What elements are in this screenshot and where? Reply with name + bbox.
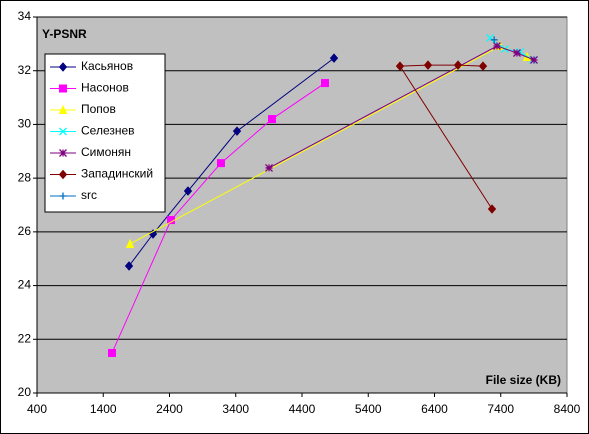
x-tick-label: 6400 [421, 402, 448, 416]
marker [487, 204, 497, 214]
marker [423, 60, 433, 70]
y-tick-label: 30 [18, 117, 32, 131]
marker [395, 61, 405, 71]
y-tick-label: 20 [18, 385, 32, 399]
marker [478, 61, 488, 71]
marker [59, 84, 67, 93]
y-tick-label: 22 [18, 331, 32, 345]
legend-label: Симонян [81, 145, 131, 159]
marker [58, 62, 68, 72]
x-tick-label: 1400 [90, 402, 117, 416]
marker [267, 115, 276, 124]
y-tick-label: 34 [18, 9, 32, 23]
legend-label: Попов [81, 102, 116, 116]
marker [58, 104, 68, 114]
marker [59, 149, 67, 157]
marker [490, 36, 498, 44]
marker [58, 169, 68, 180]
x-tick-label: 400 [27, 402, 47, 416]
marker [125, 238, 135, 248]
y-tick-label: 24 [18, 278, 32, 292]
x-tick-label: 3400 [222, 402, 249, 416]
marker [453, 60, 463, 70]
legend-label: Селезнев [81, 124, 135, 138]
y-tick-label: 28 [18, 170, 32, 184]
marker [59, 127, 67, 136]
marker [124, 261, 134, 271]
marker [513, 49, 521, 57]
y-tick-label: 32 [18, 63, 32, 77]
marker [265, 163, 273, 172]
marker [216, 159, 225, 168]
x-tick-label: 4400 [289, 402, 316, 416]
marker [183, 186, 193, 196]
x-tick-label: 7400 [487, 402, 514, 416]
legend-label: src [81, 188, 97, 202]
x-axis-label: File size (KB) [486, 373, 561, 387]
x-tick-label: 5400 [355, 402, 382, 416]
x-tick-label: 2400 [156, 402, 183, 416]
marker [329, 53, 339, 63]
marker [107, 348, 116, 357]
marker [232, 126, 242, 136]
marker [320, 79, 329, 88]
marker [59, 192, 67, 200]
legend-label: Насонов [81, 81, 129, 95]
legend-label: Касьянов [81, 59, 133, 73]
marker [530, 56, 538, 64]
chart-title: Y-PSNR [42, 27, 87, 41]
legend-label: Западинский [81, 167, 153, 181]
x-tick-label: 8400 [554, 402, 581, 416]
y-tick-label: 26 [18, 224, 32, 238]
series-line [268, 45, 535, 169]
marker [493, 42, 501, 50]
